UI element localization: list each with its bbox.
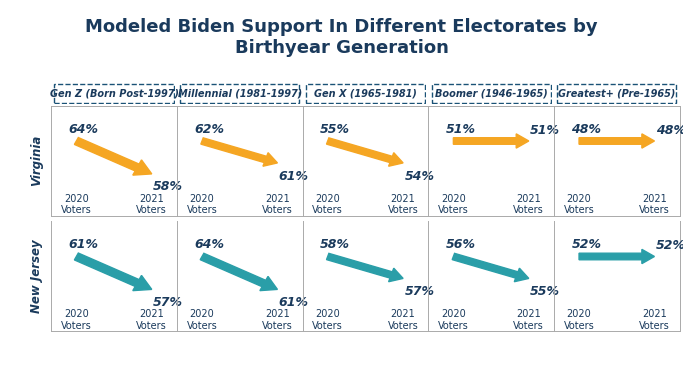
FancyBboxPatch shape <box>306 84 425 103</box>
Polygon shape <box>454 134 529 148</box>
Text: 51%: 51% <box>446 122 476 136</box>
Text: 2021
Voters: 2021 Voters <box>388 309 419 331</box>
Text: 2021
Voters: 2021 Voters <box>262 194 293 215</box>
FancyBboxPatch shape <box>180 84 299 103</box>
Text: 2021
Voters: 2021 Voters <box>137 309 167 331</box>
Text: 52%: 52% <box>572 238 602 251</box>
FancyBboxPatch shape <box>55 84 173 103</box>
Text: Greatest+ (Pre-1965): Greatest+ (Pre-1965) <box>558 89 675 98</box>
Text: 57%: 57% <box>153 296 183 309</box>
Text: 51%: 51% <box>530 124 560 137</box>
Text: 2021
Voters: 2021 Voters <box>639 309 670 331</box>
Text: 61%: 61% <box>279 296 309 309</box>
Text: Boomer (1946-1965): Boomer (1946-1965) <box>434 89 548 98</box>
Text: 2020
Voters: 2020 Voters <box>438 194 469 215</box>
Text: 2020
Voters: 2020 Voters <box>312 309 343 331</box>
Text: 48%: 48% <box>572 122 602 136</box>
Polygon shape <box>579 249 654 264</box>
Text: 2021
Voters: 2021 Voters <box>388 194 419 215</box>
Text: 2020
Voters: 2020 Voters <box>563 194 594 215</box>
FancyBboxPatch shape <box>557 84 676 103</box>
Text: 2021
Voters: 2021 Voters <box>514 194 544 215</box>
Text: Gen X (1965-1981): Gen X (1965-1981) <box>314 89 417 98</box>
Polygon shape <box>326 253 403 282</box>
Text: 64%: 64% <box>195 238 225 251</box>
Polygon shape <box>452 253 529 282</box>
Text: 58%: 58% <box>153 181 183 194</box>
Text: Gen Z (Born Post-1997): Gen Z (Born Post-1997) <box>50 89 178 98</box>
Text: 58%: 58% <box>320 238 350 251</box>
Text: 61%: 61% <box>69 238 99 251</box>
Text: Virginia: Virginia <box>30 135 44 186</box>
Text: 54%: 54% <box>404 169 434 182</box>
Text: Modeled Biden Support In Different Electorates by
Birthyear Generation: Modeled Biden Support In Different Elect… <box>85 18 598 57</box>
Text: 2021
Voters: 2021 Voters <box>137 194 167 215</box>
Text: 62%: 62% <box>195 122 225 136</box>
Polygon shape <box>74 137 152 175</box>
Text: 2020
Voters: 2020 Voters <box>438 309 469 331</box>
Polygon shape <box>579 134 654 148</box>
Polygon shape <box>200 253 277 291</box>
Text: 2021
Voters: 2021 Voters <box>262 309 293 331</box>
Text: 2020
Voters: 2020 Voters <box>186 309 217 331</box>
Text: 64%: 64% <box>69 122 99 136</box>
Text: 2020
Voters: 2020 Voters <box>312 194 343 215</box>
Text: 2021
Voters: 2021 Voters <box>639 194 670 215</box>
Text: 55%: 55% <box>320 122 350 136</box>
Polygon shape <box>326 138 403 166</box>
Text: 2021
Voters: 2021 Voters <box>514 309 544 331</box>
Text: 61%: 61% <box>279 169 309 182</box>
Text: 57%: 57% <box>404 285 434 298</box>
Text: Millennial (1981-1997): Millennial (1981-1997) <box>178 89 302 98</box>
Polygon shape <box>74 253 152 291</box>
Text: 52%: 52% <box>656 239 683 252</box>
Text: 56%: 56% <box>446 238 476 251</box>
Text: 55%: 55% <box>530 285 560 298</box>
Text: New Jersey: New Jersey <box>30 239 44 313</box>
Text: 48%: 48% <box>656 124 683 137</box>
Text: 2020
Voters: 2020 Voters <box>186 194 217 215</box>
Polygon shape <box>201 138 277 166</box>
Text: 2020
Voters: 2020 Voters <box>61 309 92 331</box>
FancyBboxPatch shape <box>432 84 550 103</box>
Text: 2020
Voters: 2020 Voters <box>563 309 594 331</box>
Text: 2020
Voters: 2020 Voters <box>61 194 92 215</box>
